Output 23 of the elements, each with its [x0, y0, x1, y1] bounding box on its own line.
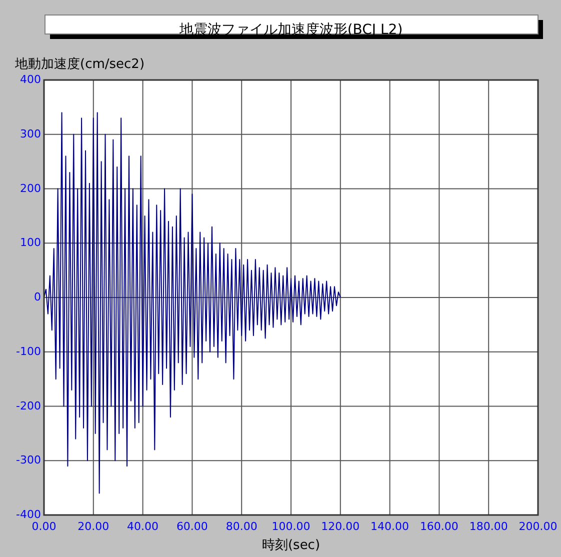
y-tick-label: 400 [20, 73, 41, 86]
x-tick-label: 200.00 [518, 520, 558, 533]
x-tick-label: 140.00 [370, 520, 410, 533]
x-axis-title: 時刻(sec) [262, 538, 320, 553]
y-tick-label: -200 [16, 399, 41, 412]
y-axis-title: 地動加速度(cm/sec2) [14, 56, 145, 72]
y-tick-label: 100 [20, 236, 41, 250]
x-tick-label: 0.00 [32, 520, 56, 533]
y-tick-label: -300 [16, 454, 41, 467]
y-tick-label: -400 [16, 508, 41, 522]
line-series [44, 112, 341, 494]
x-tick-label: 80.00 [226, 520, 258, 533]
x-tick-label: 120.00 [321, 520, 360, 533]
y-tick-label: 200 [20, 182, 41, 195]
y-tick-label: 0 [34, 290, 41, 304]
x-tick-label: 160.00 [420, 520, 458, 533]
x-tick-label: 180.00 [469, 520, 508, 533]
x-tick-label: 20.00 [78, 520, 110, 533]
x-tick-label: 40.00 [127, 520, 159, 533]
y-tick-label: -100 [16, 344, 41, 358]
x-tick-label: 100.00 [272, 520, 310, 533]
x-tick-label: 60.00 [176, 520, 208, 533]
y-tick-label: 300 [20, 127, 41, 140]
